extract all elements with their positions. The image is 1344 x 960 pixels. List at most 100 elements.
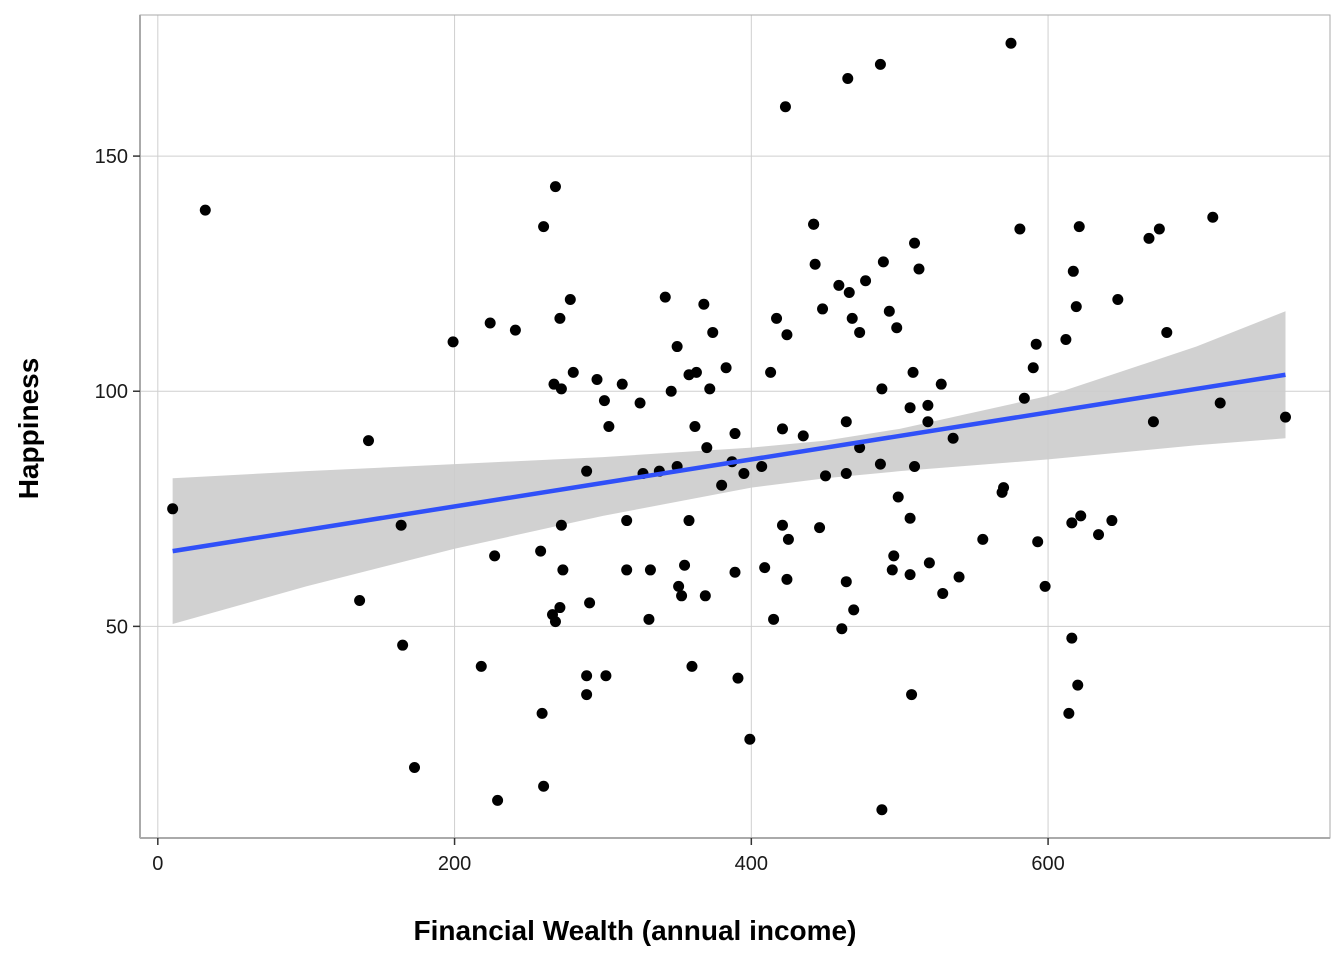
confidence-band-area	[172, 311, 1286, 625]
data-point	[509, 324, 521, 336]
data-point	[1067, 265, 1079, 277]
data-point	[549, 616, 561, 628]
data-point	[665, 385, 677, 397]
data-point	[643, 613, 655, 625]
data-point	[584, 597, 596, 609]
data-point	[909, 237, 921, 249]
data-point	[679, 559, 691, 571]
data-point	[581, 689, 593, 701]
data-point	[738, 468, 750, 480]
data-point	[492, 794, 504, 806]
data-point	[581, 465, 593, 477]
data-point	[1112, 294, 1124, 306]
data-point	[538, 780, 550, 792]
data-point	[781, 573, 793, 585]
data-point	[877, 256, 889, 268]
data-point	[729, 428, 741, 440]
data-point	[1066, 517, 1078, 529]
data-point	[854, 326, 866, 338]
data-point	[707, 326, 719, 338]
data-point	[814, 522, 826, 534]
data-point	[886, 564, 898, 576]
data-point	[781, 329, 793, 341]
data-point	[817, 303, 829, 315]
data-point	[937, 587, 949, 599]
data-point	[167, 503, 179, 515]
data-point	[701, 442, 713, 454]
data-point	[557, 564, 569, 576]
data-point	[591, 373, 603, 385]
data-point	[833, 279, 845, 291]
data-point	[616, 378, 628, 390]
data-point	[1207, 211, 1219, 223]
y-tick-label: 50	[106, 616, 128, 638]
data-point	[535, 545, 547, 557]
data-point	[1143, 232, 1155, 244]
data-point	[836, 623, 848, 635]
data-point	[716, 479, 728, 491]
data-point	[923, 557, 935, 569]
data-point	[683, 515, 695, 527]
data-point	[860, 275, 872, 287]
x-tick-label: 600	[1031, 853, 1064, 875]
data-point	[673, 580, 685, 592]
data-point	[876, 804, 888, 816]
data-point	[768, 613, 780, 625]
data-point	[906, 689, 918, 701]
data-point	[1279, 411, 1291, 423]
data-point	[840, 416, 852, 428]
data-point	[1073, 221, 1085, 233]
data-point	[998, 482, 1010, 494]
data-point	[704, 383, 716, 395]
data-point	[904, 512, 916, 524]
data-point	[489, 550, 501, 562]
data-point	[659, 291, 671, 303]
data-point	[759, 562, 771, 574]
data-point	[621, 564, 633, 576]
data-point	[891, 322, 903, 334]
data-point	[564, 294, 576, 306]
data-point	[603, 421, 615, 432]
data-point	[1066, 632, 1078, 644]
data-point	[1106, 515, 1118, 527]
data-point	[922, 399, 934, 411]
data-point	[935, 378, 947, 390]
data-point	[555, 383, 567, 395]
data-point	[689, 421, 701, 432]
x-tick-label: 400	[735, 853, 768, 875]
data-point	[549, 181, 561, 193]
data-point	[776, 519, 788, 531]
data-point	[808, 218, 820, 230]
data-point	[888, 550, 900, 562]
data-point	[840, 576, 852, 588]
data-point	[699, 590, 711, 602]
data-point	[848, 604, 860, 616]
data-point	[354, 595, 366, 607]
data-point	[1060, 333, 1072, 345]
data-point	[199, 204, 211, 216]
data-point	[904, 402, 916, 414]
data-point	[1032, 536, 1044, 548]
axes	[139, 14, 1331, 839]
data-point	[1063, 707, 1075, 719]
data-point	[1093, 529, 1105, 541]
data-point	[922, 416, 934, 428]
data-point	[842, 72, 854, 84]
data-point	[1039, 580, 1051, 592]
x-axis-title: Financial Wealth (annual income)	[414, 915, 857, 946]
data-point	[765, 366, 777, 378]
data-points	[167, 37, 1291, 816]
data-point	[776, 423, 788, 435]
data-point	[484, 317, 496, 329]
data-point	[820, 470, 832, 482]
data-point	[409, 761, 421, 773]
y-axis-ticks: 50 100 150	[95, 146, 140, 638]
data-point	[676, 590, 688, 602]
data-point	[581, 670, 593, 682]
x-tick-label: 0	[152, 853, 163, 875]
data-point	[397, 639, 409, 651]
data-point	[771, 312, 783, 324]
data-point	[904, 569, 916, 581]
data-point	[909, 460, 921, 472]
data-point	[598, 395, 610, 407]
